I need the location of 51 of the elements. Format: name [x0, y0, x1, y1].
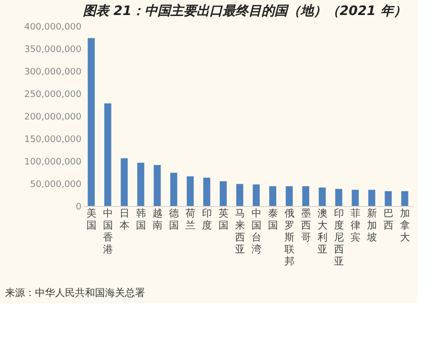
x-tick-label: 印度	[202, 208, 212, 232]
bar	[236, 184, 244, 206]
bar	[384, 191, 392, 206]
x-tick-label: 荷兰	[185, 208, 196, 232]
x-tick-label: 墨西哥	[300, 208, 311, 244]
x-tick-label: 中国台湾	[251, 208, 262, 256]
bar	[120, 158, 128, 206]
bar	[88, 38, 95, 206]
bar	[154, 165, 161, 206]
bar	[186, 176, 194, 206]
x-tick-label: 澳大利亚	[317, 208, 328, 256]
y-tick-label: 400,000,000	[24, 22, 82, 32]
x-tick-label: 美国	[86, 208, 96, 232]
bar	[368, 190, 376, 206]
bar	[401, 191, 408, 206]
y-tick-label: 200,000,000	[24, 112, 82, 122]
x-tick-label: 俄罗斯联邦	[284, 208, 294, 268]
bar	[302, 186, 310, 206]
bar	[269, 186, 276, 206]
x-tick-label: 菲律宾	[350, 208, 360, 244]
bar	[286, 186, 293, 206]
bar	[252, 184, 260, 206]
x-tick-label: 德国	[168, 208, 179, 232]
bar	[137, 162, 144, 206]
y-tick-label: 0	[76, 202, 82, 212]
y-tick-label: 250,000,000	[24, 90, 82, 100]
bar	[352, 190, 359, 206]
bar	[170, 172, 178, 206]
x-tick-label: 加拿大	[400, 208, 410, 244]
x-tick-label: 马来西亚	[234, 208, 245, 256]
bar	[335, 188, 342, 206]
bar	[104, 103, 112, 206]
x-tick-label: 韩国	[136, 208, 146, 232]
x-tick-label: 新加坡	[366, 208, 377, 244]
y-tick-label: 350,000,000	[24, 45, 82, 55]
x-tick-label: 泰国	[268, 208, 278, 232]
y-tick-label: 50,000,000	[30, 180, 82, 190]
x-tick-label: 中国香港	[102, 208, 113, 256]
chart-title: 图表 21：中国主要出口最终目的国（地）（2021 年）	[83, 3, 406, 19]
x-tick-label: 越南	[152, 208, 162, 232]
y-tick-label: 100,000,000	[24, 158, 82, 168]
y-tick-label: 150,000,000	[24, 135, 82, 145]
bar	[220, 181, 227, 206]
bar	[318, 188, 326, 206]
x-tick-label: 印度尼西亚	[334, 208, 344, 268]
bar	[203, 178, 210, 206]
source-note: 来源：中华人民共和国海关总署	[5, 287, 145, 299]
x-tick-label: 英国	[218, 208, 228, 232]
y-tick-label: 300,000,000	[24, 68, 82, 78]
x-tick-label: 巴西	[383, 208, 394, 232]
x-tick-label: 日本	[119, 208, 130, 232]
